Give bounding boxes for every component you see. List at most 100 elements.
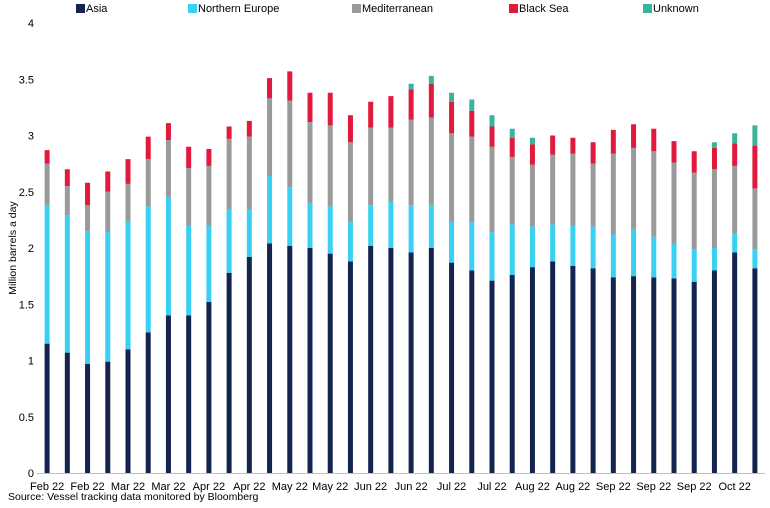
- bar-segment-mediterranean: [145, 159, 151, 207]
- legend-swatch-unknown: [643, 4, 652, 13]
- bar-segment-northern-europe: [570, 225, 576, 266]
- bar-segment-northern-europe: [469, 222, 475, 271]
- x-tick-label: Mar 22: [151, 481, 185, 493]
- x-tick-label: Sep 22: [677, 481, 712, 493]
- bar-segment-unknown: [428, 75, 434, 84]
- bar-segment-black-sea: [449, 101, 455, 134]
- bar-segment-unknown: [449, 92, 455, 102]
- bar-segment-black-sea: [64, 169, 70, 187]
- bar-segment-asia: [469, 270, 475, 473]
- bar-segment-asia: [267, 243, 273, 473]
- bar-segment-northern-europe: [307, 203, 313, 248]
- bar-segment-mediterranean: [64, 186, 70, 216]
- bar-segment-asia: [671, 278, 677, 474]
- x-tick-label: Sep 22: [636, 481, 671, 493]
- bar-segment-black-sea: [368, 101, 374, 128]
- bar-segment-northern-europe: [85, 231, 91, 364]
- bar-segment-unknown: [469, 99, 475, 111]
- bar-segment-northern-europe: [509, 224, 515, 276]
- bar-segment-northern-europe: [550, 224, 556, 262]
- bar-segment-mediterranean: [165, 140, 171, 198]
- bar-segment-mediterranean: [550, 154, 556, 225]
- x-tick-label: May 22: [312, 481, 348, 493]
- bar-segment-mediterranean: [105, 191, 111, 233]
- bar-segment-northern-europe: [226, 209, 232, 273]
- bar-segment-unknown: [408, 83, 414, 90]
- bar-segment-black-sea: [691, 151, 697, 173]
- bar-segment-northern-europe: [711, 248, 717, 271]
- y-tick-label: 0: [28, 468, 34, 480]
- bar-segment-asia: [732, 252, 738, 473]
- bar-segment-mediterranean: [125, 183, 131, 221]
- bar-segment-asia: [509, 275, 515, 473]
- bar-segment-black-sea: [732, 143, 738, 166]
- bar-segment-asia: [287, 245, 293, 473]
- bar-segment-black-sea: [246, 120, 252, 137]
- bar-segment-black-sea: [388, 96, 394, 128]
- bar-segment-mediterranean: [489, 146, 495, 233]
- x-tick-label: Aug 22: [555, 481, 590, 493]
- bar-segment-mediterranean: [691, 172, 697, 250]
- bar-segment-black-sea: [145, 136, 151, 160]
- bar-segment-mediterranean: [631, 147, 637, 229]
- bar-segment-black-sea: [105, 171, 111, 192]
- bar-segment-mediterranean: [469, 136, 475, 223]
- x-tick-label: Aug 22: [515, 481, 550, 493]
- bar-segment-northern-europe: [651, 236, 657, 278]
- bar-segment-asia: [226, 272, 232, 473]
- bar-segment-black-sea: [226, 126, 232, 139]
- bar-segment-northern-europe: [105, 232, 111, 362]
- bar-segment-unknown: [752, 125, 758, 146]
- bar-segment-mediterranean: [226, 138, 232, 210]
- bar-segment-asia: [368, 245, 374, 473]
- bar-segment-black-sea: [206, 149, 212, 166]
- bar-segment-northern-europe: [327, 206, 333, 254]
- bar-segment-mediterranean: [408, 119, 414, 206]
- bar-segment-black-sea: [752, 145, 758, 189]
- bar-segment-asia: [449, 262, 455, 474]
- y-tick-label: 3.5: [19, 74, 34, 86]
- x-tick-label: Sep 22: [596, 481, 631, 493]
- bar-segment-unknown: [529, 137, 535, 145]
- source-note: Source: Vessel tracking data monitored b…: [8, 491, 259, 503]
- bar-segment-mediterranean: [449, 133, 455, 221]
- bar-segment-mediterranean: [44, 163, 50, 206]
- x-tick-label: Apr 22: [193, 481, 225, 493]
- bar-segment-northern-europe: [186, 225, 192, 316]
- bar-segment-asia: [105, 361, 111, 474]
- y-tick-label: 4: [28, 18, 34, 30]
- bar-segment-mediterranean: [752, 188, 758, 250]
- legend-label-asia: Asia: [86, 3, 108, 15]
- bar-segment-mediterranean: [509, 156, 515, 225]
- bar-segment-asia: [44, 343, 50, 474]
- bar-segment-mediterranean: [610, 153, 616, 235]
- legend-swatch-asia: [76, 4, 85, 13]
- bar-segment-northern-europe: [631, 228, 637, 277]
- bar-segment-asia: [307, 248, 313, 473]
- bar-segment-mediterranean: [711, 169, 717, 248]
- bar-segment-asia: [610, 277, 616, 473]
- bar-segment-unknown: [732, 133, 738, 144]
- bar-segment-black-sea: [125, 159, 131, 184]
- bar-segment-asia: [206, 302, 212, 473]
- bar-segment-mediterranean: [570, 153, 576, 226]
- bar-segment-northern-europe: [44, 205, 50, 344]
- bar-segment-black-sea: [186, 146, 192, 169]
- bar-segment-asia: [550, 261, 556, 473]
- bar-segment-mediterranean: [267, 98, 273, 177]
- bar-segment-black-sea: [489, 126, 495, 147]
- bar-segment-northern-europe: [64, 215, 70, 353]
- y-axis-title: Million barrels a day: [7, 201, 19, 295]
- bar-segment-asia: [529, 267, 535, 474]
- bar-segment-mediterranean: [368, 127, 374, 206]
- bar-segment-black-sea: [610, 129, 616, 154]
- bar-segment-mediterranean: [388, 127, 394, 202]
- bar-segment-northern-europe: [752, 249, 758, 269]
- bar-segment-black-sea: [267, 78, 273, 99]
- legend-swatch-northern-europe: [188, 4, 197, 13]
- x-tick-label: Jun 22: [395, 481, 428, 493]
- bar-segment-unknown: [489, 115, 495, 127]
- y-tick-label: 0.5: [19, 412, 34, 424]
- bar-segment-black-sea: [570, 137, 576, 154]
